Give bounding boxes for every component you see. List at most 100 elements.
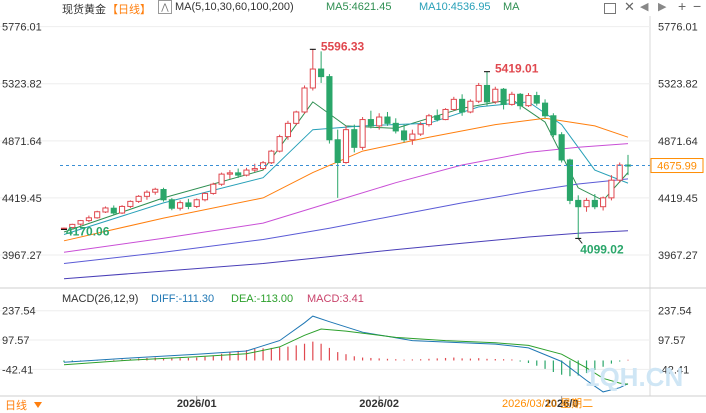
macd-dea-line xyxy=(63,328,629,385)
candle xyxy=(77,219,84,226)
ma-short-label: MA xyxy=(503,1,520,13)
candle-body xyxy=(508,93,515,105)
candle-body xyxy=(243,169,250,176)
candle xyxy=(334,129,341,198)
candle xyxy=(210,182,217,195)
current-price-label: 4675.99 xyxy=(657,161,697,173)
annotation-pointer xyxy=(577,238,583,244)
candle-body xyxy=(168,199,175,209)
period-button-label[interactable]: 日线 xyxy=(5,398,27,412)
candle-body xyxy=(533,95,540,104)
price-tick-label-left: 5776.01 xyxy=(2,22,42,34)
macd-header: MACD(26,12,9) DIFF:-111.30 DEA:-113.00 M… xyxy=(0,292,706,308)
ma-line-ma30 xyxy=(63,117,629,242)
candle-body xyxy=(450,98,457,110)
candle-body xyxy=(309,68,316,89)
candle-body xyxy=(226,172,233,175)
candle xyxy=(177,200,184,211)
macd-dea-value: DEA:-113.00 xyxy=(231,293,294,305)
candle-body xyxy=(102,207,109,213)
current-price-box xyxy=(650,158,704,174)
candle xyxy=(276,134,283,153)
candle xyxy=(425,113,433,127)
candle-body xyxy=(558,134,565,161)
price-tick-label-right: 5776.01 xyxy=(658,22,698,34)
plus-icon[interactable]: + xyxy=(678,0,687,14)
candle xyxy=(318,51,325,83)
candle-body xyxy=(591,199,598,208)
candle xyxy=(293,110,300,126)
candle-body xyxy=(94,211,101,219)
candle-body xyxy=(500,88,507,105)
minus-icon[interactable]: − xyxy=(693,0,702,14)
candle-body xyxy=(475,84,482,102)
chart-header: 现货黄金 【日线】 ⋀ MA(5,10,30,60,100,200) MA5:4… xyxy=(0,0,706,16)
candle-body xyxy=(434,115,441,121)
window-icon[interactable] xyxy=(604,3,616,14)
price-tick-label-right: 4419.45 xyxy=(658,193,698,205)
high-price-label: 5419.01 xyxy=(495,62,539,76)
macd-diff-value: DIFF:-111.30 xyxy=(151,293,215,305)
candle xyxy=(235,168,242,178)
candle-body xyxy=(575,199,582,208)
candle xyxy=(143,190,151,200)
macd-tick-label-left: -42.41 xyxy=(2,364,33,376)
candle xyxy=(110,205,117,215)
candle xyxy=(284,120,292,140)
candle xyxy=(342,125,350,164)
candle xyxy=(201,192,209,202)
period-button[interactable] xyxy=(2,398,46,412)
candle xyxy=(193,198,200,208)
candle xyxy=(185,198,192,210)
candle-body xyxy=(85,217,92,222)
candle xyxy=(135,195,142,203)
ma10-value: MA10:4536.95 xyxy=(419,1,491,13)
candle-body xyxy=(608,179,615,199)
dropdown-icon[interactable] xyxy=(34,402,42,408)
candle xyxy=(384,111,391,126)
candle xyxy=(417,122,424,136)
candle-body xyxy=(110,207,117,214)
candle xyxy=(475,82,482,104)
candle xyxy=(326,74,333,144)
x-axis-date-label: 2026/0 xyxy=(545,398,579,410)
candle-body xyxy=(69,223,76,229)
candle-body xyxy=(77,220,84,225)
candle-body xyxy=(550,115,557,136)
candle-body xyxy=(492,88,499,103)
candle xyxy=(575,195,582,239)
candle xyxy=(251,163,258,172)
chart-type-icon[interactable]: ⋀ xyxy=(158,0,172,14)
candle xyxy=(376,113,383,130)
macd-diff-line xyxy=(63,315,629,393)
candle-body xyxy=(459,98,466,113)
ma-settings-label[interactable]: MA(5,10,30,60,100,200) xyxy=(175,1,294,13)
prev-icon[interactable]: ◀ xyxy=(640,1,649,13)
candle xyxy=(367,110,374,129)
candle xyxy=(500,87,507,110)
x-axis-date-label: 2026/02 xyxy=(359,398,399,410)
candle xyxy=(583,197,590,212)
candle-body xyxy=(326,76,333,141)
candle-body xyxy=(301,87,308,113)
candle-body xyxy=(334,139,341,163)
period-label[interactable]: 【日线】 xyxy=(107,4,151,16)
candle-body xyxy=(442,108,449,121)
candle xyxy=(591,194,598,210)
candle xyxy=(624,154,632,176)
ma5-value: MA5:4621.45 xyxy=(326,1,392,13)
price-tick-label-right: 5323.82 xyxy=(658,79,698,91)
candle-body xyxy=(425,115,433,126)
candle xyxy=(508,91,515,106)
candle-body xyxy=(318,68,325,78)
candle xyxy=(550,113,557,138)
candle-body xyxy=(235,172,242,176)
candle-body xyxy=(218,173,225,185)
candle xyxy=(218,172,225,186)
candle-body xyxy=(566,159,574,201)
next-icon[interactable]: ▶ xyxy=(658,1,667,13)
candle xyxy=(467,99,474,114)
candle xyxy=(450,96,457,111)
close-icon[interactable]: ✕ xyxy=(624,0,635,14)
